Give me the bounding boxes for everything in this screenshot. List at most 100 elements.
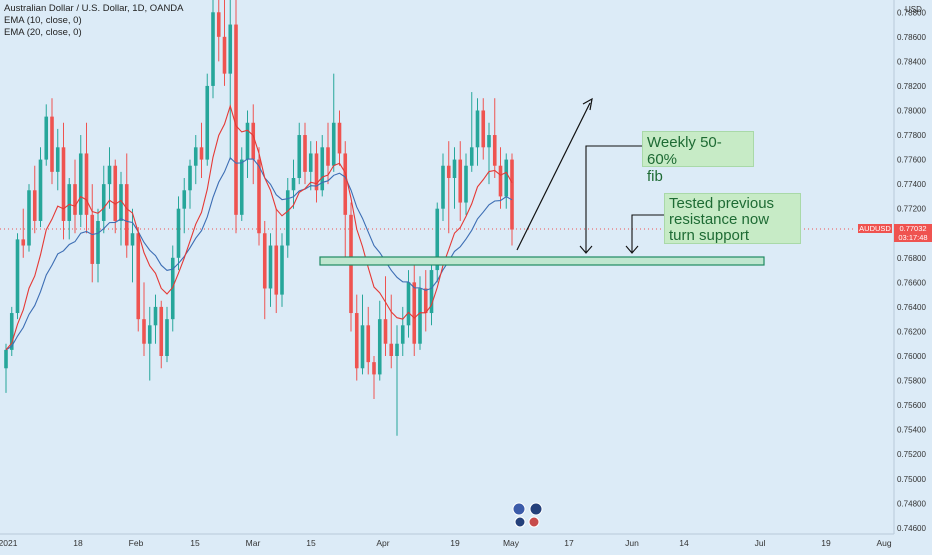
support-arrow-head [625, 245, 639, 254]
price-tick-label: 0.75000 [897, 475, 926, 484]
events-icons[interactable] [512, 502, 543, 528]
legend-ema20: EMA (20, close, 0) [4, 27, 82, 38]
candle-body [412, 282, 417, 344]
price-tick-label: 0.77600 [897, 156, 926, 165]
price-tick-label: 0.77400 [897, 180, 926, 189]
candle-body [337, 122, 342, 154]
chart-legend: Australian Dollar / U.S. Dollar, 1D, OAN… [4, 3, 184, 39]
candle-body [308, 153, 313, 172]
candle-body [44, 116, 49, 160]
time-tick-label: 19 [450, 538, 460, 548]
fib-annotation-note[interactable]: Weekly 50-60% fib [642, 131, 754, 185]
candle-body [400, 325, 405, 344]
candle-body [297, 135, 302, 178]
candle-body [216, 12, 221, 37]
price-tick-label: 0.78200 [897, 82, 926, 91]
candle-body [423, 288, 428, 314]
candle-body [389, 343, 394, 356]
candle-body [176, 208, 181, 258]
time-tick-label: 15 [190, 538, 200, 548]
candle-body [504, 159, 509, 197]
price-tick-label: 0.76400 [897, 303, 926, 312]
candle-body [228, 24, 233, 74]
fib-callout-arrow[interactable] [585, 145, 642, 252]
upward-projection-arrow[interactable] [516, 102, 591, 251]
candle-body [222, 36, 227, 74]
time-tick-label: Apr [376, 538, 389, 548]
time-tick-label: Aug [876, 538, 891, 548]
price-tick-label: 0.78400 [897, 57, 926, 66]
time-axis[interactable]: 2021 18 Feb 15 Mar 15 Apr 19 May 17 Jun 14 Jul 19 Aug [0, 538, 892, 548]
candle-body [50, 116, 54, 172]
candle-body [182, 190, 187, 209]
candle-body [452, 159, 457, 178]
candle-body [136, 233, 141, 320]
candle-body [354, 313, 359, 369]
last-price-value: 0.77032 [899, 224, 927, 233]
candle-body [153, 306, 158, 326]
candle-body [96, 220, 100, 264]
candle-body [429, 270, 434, 314]
candle-body [90, 214, 95, 264]
candle-body [377, 319, 382, 375]
candle-body [61, 147, 66, 221]
time-tick-label: 14 [679, 538, 689, 548]
candle-body [481, 110, 486, 148]
candle-body [113, 165, 118, 221]
price-tick-label: 0.75600 [897, 401, 926, 410]
price-tick-label: 0.77200 [897, 205, 926, 214]
ema-20-line [5, 156, 513, 351]
candle-body [326, 147, 330, 166]
candle-body [464, 165, 468, 203]
candle-body [165, 319, 169, 356]
fib-note-line-2: fib [647, 168, 663, 185]
support-zone[interactable] [319, 256, 765, 266]
price-currency-label: USD [905, 5, 922, 14]
candle-body [285, 190, 290, 246]
support-callout-arrow[interactable] [631, 214, 664, 252]
candles-group [4, 0, 514, 436]
candle-body [395, 343, 399, 356]
candle-body [245, 122, 250, 160]
candle-body [55, 147, 60, 172]
price-tick-label: 0.75800 [897, 377, 926, 386]
candle-body [199, 147, 204, 160]
candle-body [130, 233, 135, 246]
candle-body [101, 184, 106, 221]
candle-body [487, 135, 491, 148]
candle-body [418, 288, 422, 344]
candle-body [475, 110, 480, 148]
support-annotation-note[interactable]: Tested previous resistance now turn supp… [664, 193, 801, 244]
support-note-line-3: turn support [669, 227, 750, 244]
candle-body [268, 245, 273, 289]
candle-body [234, 24, 238, 215]
price-tick-label: 0.78600 [897, 33, 926, 42]
us-flag-icon [512, 502, 526, 516]
candle-body [205, 85, 210, 160]
candle-body [211, 12, 215, 86]
candle-body [4, 349, 8, 369]
price-tick-label: 0.78000 [897, 106, 926, 115]
candle-body [78, 153, 83, 215]
price-tick-label: 0.78800 [897, 8, 926, 17]
time-tick-label: Jul [755, 538, 766, 548]
candle-body [360, 325, 365, 369]
candle-body [366, 325, 371, 363]
ema-10-line [5, 104, 513, 351]
price-tick-label: 0.76600 [897, 278, 926, 287]
candle-body [331, 122, 336, 166]
candle-body [406, 282, 411, 326]
candle-body [372, 362, 376, 375]
candle-body [446, 165, 451, 178]
candle-body [32, 190, 37, 221]
candle-body [257, 159, 261, 234]
symbol-tag: AUDUSD [858, 224, 892, 233]
price-tick-label: 0.75400 [897, 426, 926, 435]
price-tick-label: 0.76800 [897, 254, 926, 263]
candle-body [239, 159, 244, 215]
candle-body [303, 135, 307, 172]
time-tick-label: Feb [129, 538, 144, 548]
candle-body [291, 178, 296, 191]
